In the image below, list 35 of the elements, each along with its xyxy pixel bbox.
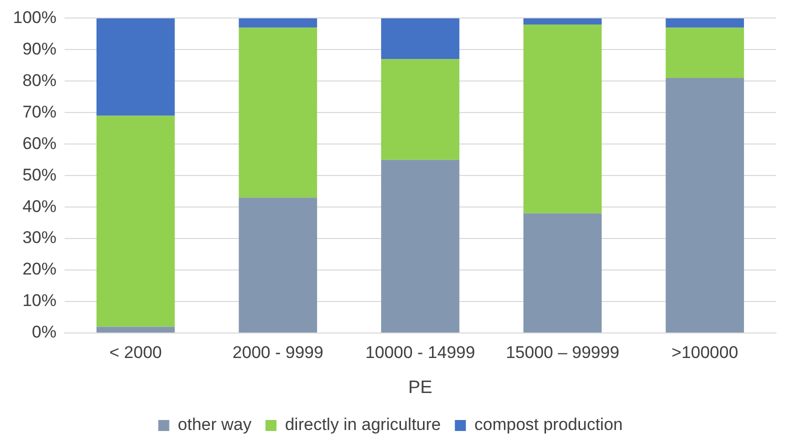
legend-label: directly in agriculture [284, 415, 441, 434]
bar [523, 213, 602, 332]
legend-label: compost production [474, 415, 623, 434]
y-tick-label: 40% [22, 196, 56, 216]
bar [238, 28, 318, 198]
bar [523, 18, 602, 24]
bar [96, 326, 175, 332]
bar [381, 160, 460, 332]
bar [381, 59, 460, 160]
x-tick-label: 2000 - 9999 [232, 342, 324, 362]
x-tick-label: 10000 - 14999 [365, 342, 476, 362]
y-tick-label: 10% [22, 291, 56, 310]
legend-label: other way [178, 415, 252, 434]
x-axis-title: PE [408, 377, 432, 398]
y-tick-label: 80% [22, 70, 56, 90]
bar [96, 116, 175, 327]
bar [523, 24, 602, 214]
bar [666, 28, 744, 78]
y-tick-label: 100% [12, 8, 56, 27]
bar [381, 18, 460, 60]
bar [96, 18, 175, 116]
bar [238, 18, 318, 28]
x-tick-label: 15000 – 99999 [506, 342, 620, 362]
y-tick-label: 20% [22, 260, 56, 279]
y-tick-label: 60% [22, 134, 56, 153]
bar [666, 18, 744, 28]
y-tick-label: 0% [32, 322, 56, 342]
x-tick-label: >100000 [672, 342, 738, 362]
x-tick-label: < 2000 [109, 342, 162, 362]
y-tick-label: 30% [22, 228, 56, 248]
bar [666, 78, 744, 332]
y-tick-label: 70% [22, 102, 56, 122]
y-tick-label: 50% [22, 165, 56, 184]
y-tick-label: 90% [22, 39, 56, 58]
bar [238, 198, 318, 332]
